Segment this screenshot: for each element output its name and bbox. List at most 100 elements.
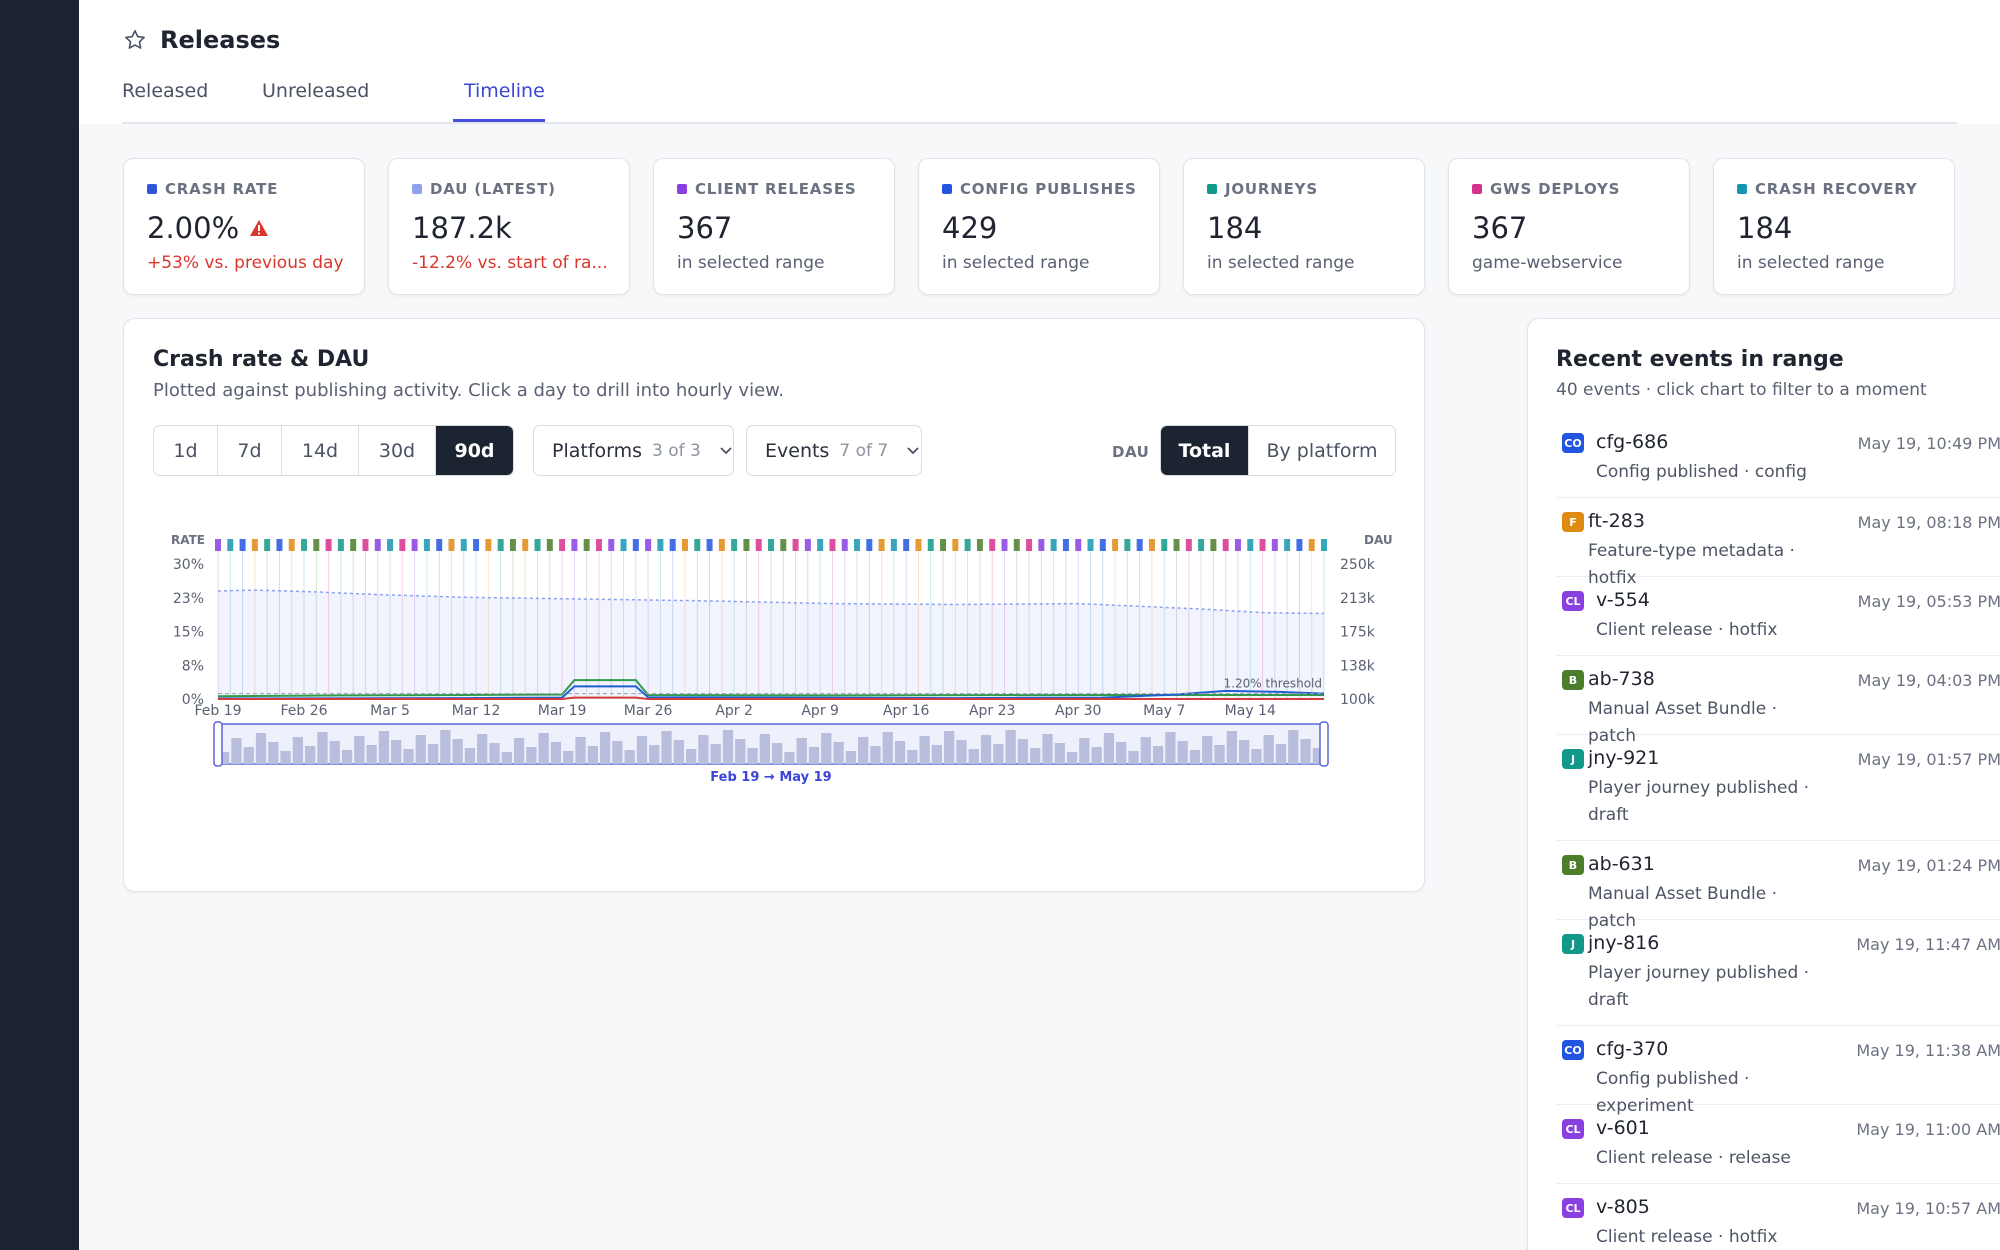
event-list-item[interactable]: CL v-554 May 19, 05:53 PM Client release · …	[1556, 577, 2000, 656]
event-marker[interactable]	[571, 539, 578, 551]
event-marker[interactable]	[1271, 539, 1278, 551]
event-list-item[interactable]: CL v-601 May 19, 11:00 AM Client release · …	[1556, 1105, 2000, 1184]
range-14d-button[interactable]: 14d	[282, 426, 359, 475]
event-marker[interactable]	[768, 539, 774, 551]
event-marker[interactable]	[620, 539, 627, 551]
event-marker[interactable]	[927, 539, 934, 551]
range-1d-button[interactable]: 1d	[154, 426, 218, 475]
event-marker[interactable]	[792, 539, 799, 551]
event-marker[interactable]	[362, 539, 369, 551]
kpi-card[interactable]: GWS DEPLOYS 367 game-webservice	[1448, 158, 1690, 295]
event-marker[interactable]	[1259, 539, 1266, 551]
event-marker[interactable]	[1185, 539, 1192, 551]
kpi-card[interactable]: CLIENT RELEASES 367 in selected range	[653, 158, 895, 295]
event-marker[interactable]	[1013, 539, 1020, 551]
event-marker[interactable]	[669, 539, 676, 551]
event-marker[interactable]	[1284, 539, 1291, 551]
kpi-card[interactable]: CONFIG PUBLISHES 429 in selected range	[918, 158, 1160, 295]
tab-released[interactable]: Released	[122, 80, 209, 102]
event-marker[interactable]	[460, 539, 467, 551]
event-marker[interactable]	[1062, 539, 1069, 551]
event-marker[interactable]	[915, 539, 922, 551]
event-marker[interactable]	[1087, 539, 1094, 551]
event-marker[interactable]	[1308, 539, 1315, 551]
event-marker[interactable]	[374, 539, 381, 551]
event-marker[interactable]	[436, 539, 443, 551]
tab-unreleased[interactable]: Unreleased	[262, 80, 370, 102]
event-marker[interactable]	[952, 539, 959, 551]
event-list-item[interactable]: CO cfg-686 May 19, 10:49 PM Config publishe…	[1556, 419, 2000, 498]
event-marker[interactable]	[903, 539, 910, 551]
event-marker[interactable]	[681, 539, 688, 551]
event-marker[interactable]	[1075, 539, 1082, 551]
event-marker[interactable]	[1222, 539, 1229, 551]
event-marker[interactable]	[1112, 539, 1119, 551]
event-marker[interactable]	[1099, 539, 1106, 551]
event-marker[interactable]	[288, 539, 295, 551]
brush-right-handle[interactable]	[1319, 721, 1329, 767]
event-marker[interactable]	[1161, 539, 1168, 551]
event-marker[interactable]	[645, 539, 652, 551]
event-marker[interactable]	[1001, 539, 1008, 551]
range-90d-button[interactable]: 90d	[436, 426, 513, 475]
event-marker[interactable]	[841, 539, 848, 551]
event-marker[interactable]	[878, 539, 885, 551]
event-marker[interactable]	[411, 539, 418, 551]
event-marker[interactable]	[509, 539, 516, 551]
event-marker[interactable]	[313, 539, 320, 551]
event-marker[interactable]	[1173, 539, 1180, 551]
dau-by-platform-button[interactable]: By platform	[1249, 426, 1395, 475]
event-marker[interactable]	[964, 539, 971, 551]
events-dropdown[interactable]: Events 7 of 7	[746, 425, 922, 476]
event-marker[interactable]	[854, 539, 861, 551]
kpi-card[interactable]: CRASH RECOVERY 184 in selected range	[1713, 158, 1955, 295]
event-marker[interactable]	[522, 539, 529, 551]
star-icon[interactable]	[122, 27, 148, 53]
event-marker[interactable]	[976, 539, 983, 551]
event-list-item[interactable]: CL v-805 May 19, 10:57 AM Client release · …	[1556, 1184, 2000, 1250]
event-marker[interactable]	[817, 539, 824, 551]
kpi-card[interactable]: DAU (LATEST) 187.2k -12.2% vs. start of ra…	[388, 158, 630, 295]
event-marker[interactable]	[1296, 539, 1303, 551]
brush-left-handle[interactable]	[213, 721, 223, 767]
event-marker[interactable]	[387, 539, 394, 551]
event-marker[interactable]	[276, 539, 283, 551]
event-marker[interactable]	[694, 539, 701, 551]
event-marker[interactable]	[1198, 539, 1205, 551]
event-marker[interactable]	[657, 539, 664, 551]
event-marker[interactable]	[780, 539, 787, 551]
event-marker[interactable]	[350, 539, 357, 551]
platforms-dropdown[interactable]: Platforms 3 of 3	[533, 425, 734, 476]
tab-timeline[interactable]: Timeline	[464, 80, 545, 102]
event-marker[interactable]	[559, 539, 566, 551]
event-marker[interactable]	[215, 539, 221, 551]
dau-total-button[interactable]: Total	[1161, 426, 1249, 475]
event-marker[interactable]	[473, 539, 480, 551]
kpi-card[interactable]: JOURNEYS 184 in selected range	[1183, 158, 1425, 295]
event-marker[interactable]	[829, 539, 836, 551]
event-marker[interactable]	[989, 539, 996, 551]
event-marker[interactable]	[1234, 539, 1241, 551]
event-marker[interactable]	[804, 539, 811, 551]
event-marker[interactable]	[1247, 539, 1254, 551]
event-marker[interactable]	[325, 539, 332, 551]
range-7d-button[interactable]: 7d	[218, 426, 282, 475]
event-marker[interactable]	[755, 539, 762, 551]
event-marker[interactable]	[399, 539, 406, 551]
event-marker[interactable]	[337, 539, 344, 551]
event-marker[interactable]	[1124, 539, 1131, 551]
event-marker[interactable]	[534, 539, 541, 551]
event-marker[interactable]	[1038, 539, 1045, 551]
event-marker[interactable]	[251, 539, 258, 551]
event-marker[interactable]	[632, 539, 639, 551]
event-marker[interactable]	[706, 539, 713, 551]
event-list-item[interactable]: CO cfg-370 May 19, 11:38 AM Config publishe…	[1556, 1026, 2000, 1116]
event-marker[interactable]	[718, 539, 725, 551]
crash-dau-chart[interactable]: RATE DAU 30% 250k 23% 213k 15% 175k 8% 138k 0% 100k…	[124, 509, 1424, 889]
event-marker[interactable]	[497, 539, 504, 551]
